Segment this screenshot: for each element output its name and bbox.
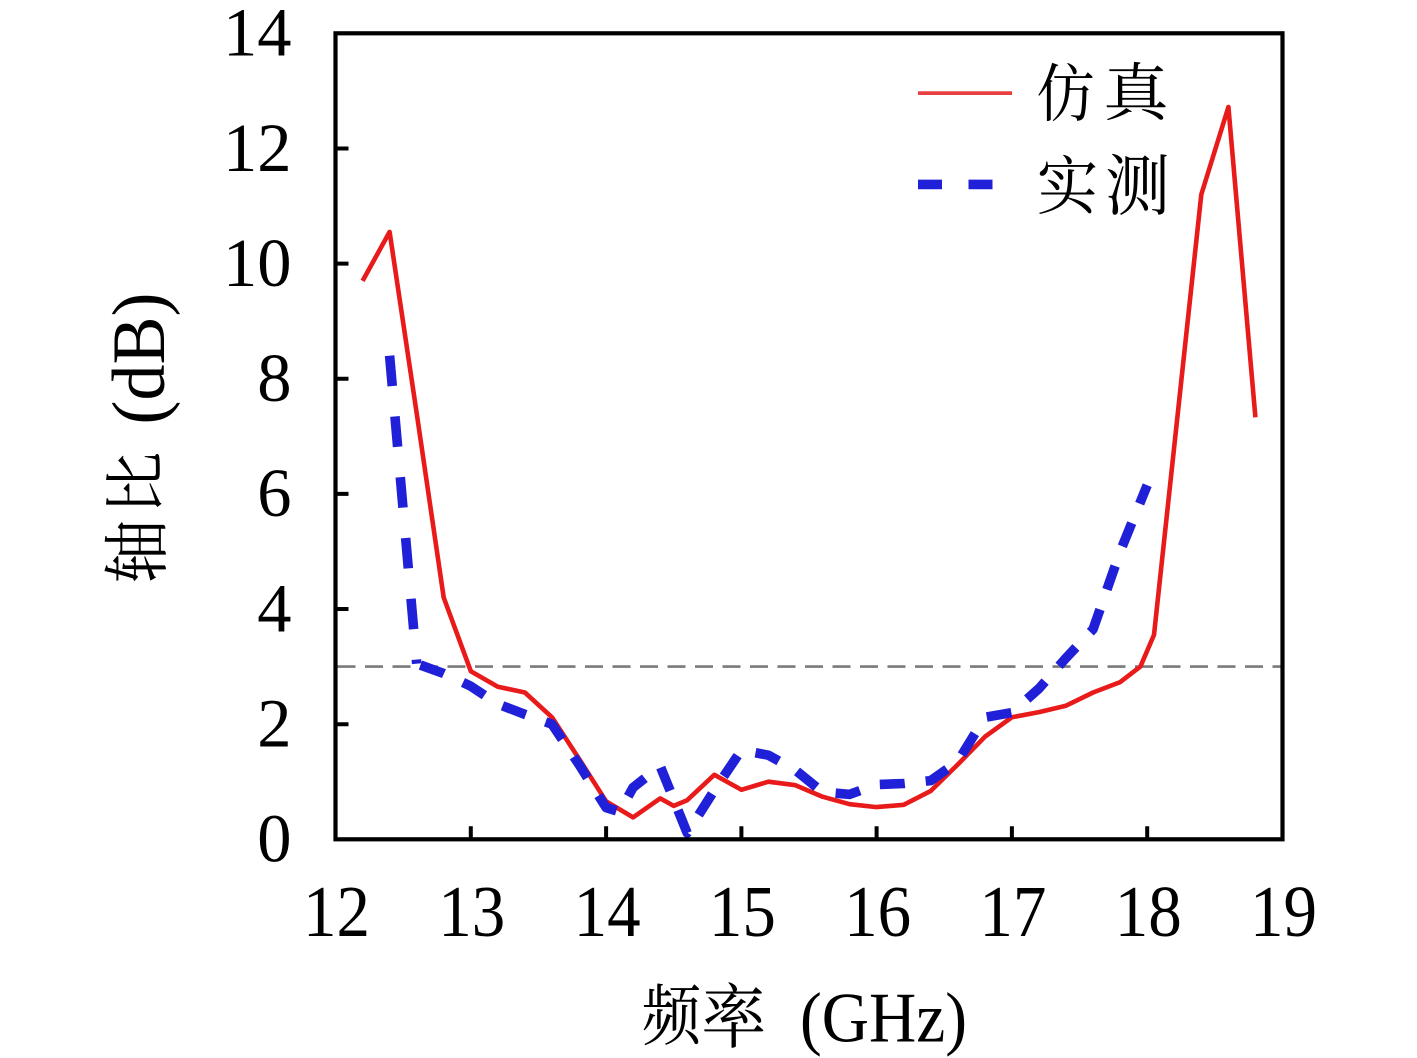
- svg-text:(dB): (dB): [98, 293, 181, 425]
- svg-text:15: 15: [709, 871, 776, 952]
- svg-text:10: 10: [223, 225, 292, 301]
- svg-text:13: 13: [438, 871, 505, 952]
- svg-text:14: 14: [574, 871, 641, 952]
- svg-text:6: 6: [257, 455, 291, 531]
- svg-text:12: 12: [223, 110, 292, 186]
- svg-text:2: 2: [257, 686, 291, 762]
- svg-text:14: 14: [223, 0, 292, 71]
- svg-text:8: 8: [257, 340, 291, 416]
- svg-text:4: 4: [257, 570, 291, 646]
- svg-text:12: 12: [303, 871, 370, 952]
- svg-text:0: 0: [257, 801, 291, 877]
- svg-text:19: 19: [1250, 871, 1317, 952]
- svg-text:(GHz): (GHz): [800, 980, 967, 1058]
- svg-text:16: 16: [844, 871, 911, 952]
- svg-text:18: 18: [1115, 871, 1182, 952]
- svg-text:17: 17: [979, 871, 1046, 952]
